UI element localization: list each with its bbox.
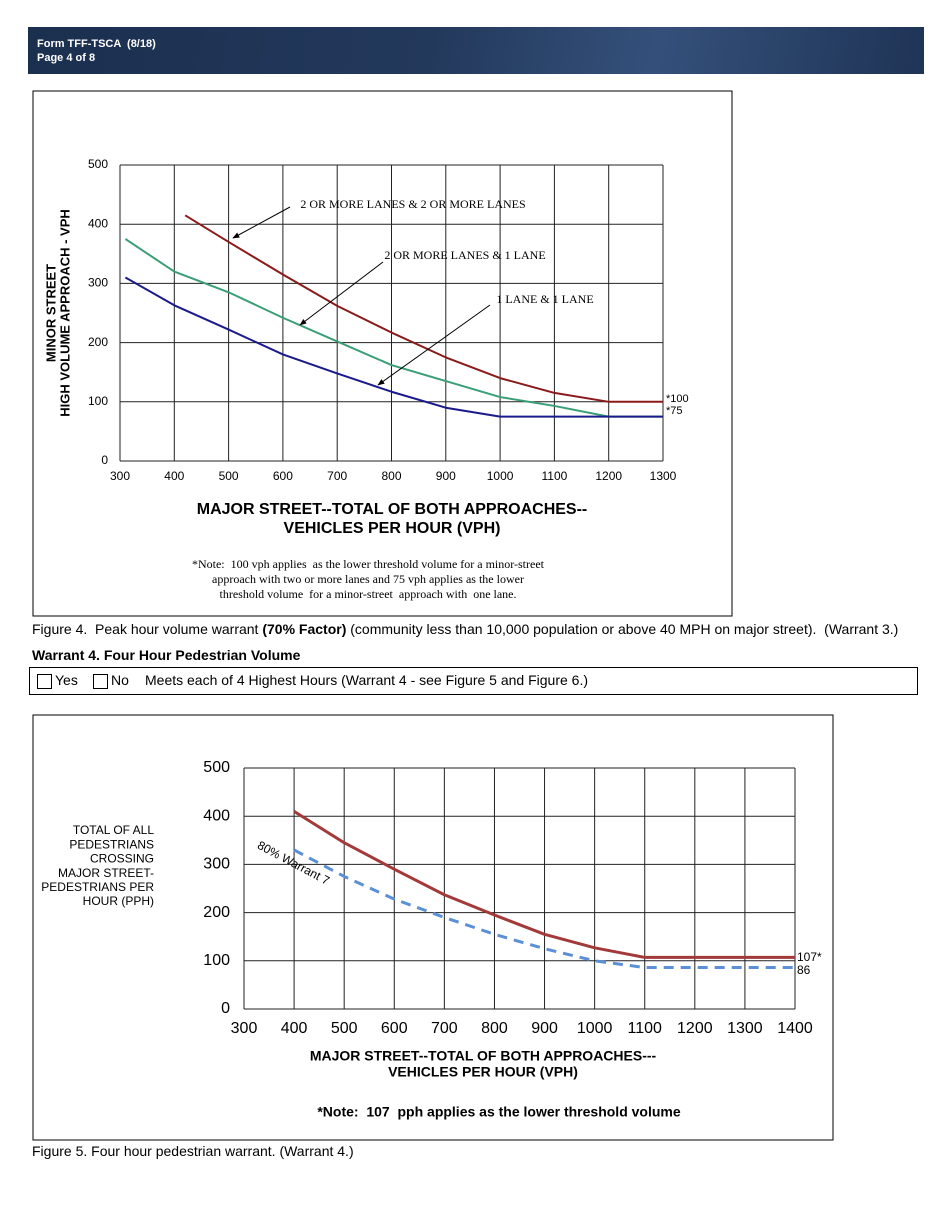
x-tick-label: 300 bbox=[231, 1020, 258, 1037]
y-axis-label: HOUR (PPH) bbox=[83, 894, 154, 908]
figure-frame bbox=[32, 714, 834, 1141]
x-tick-label: 600 bbox=[273, 469, 293, 483]
x-axis-label: MAJOR STREET--TOTAL OF BOTH APPROACHES-- bbox=[197, 501, 588, 518]
y-axis-label: PEDESTRIANS PER bbox=[41, 880, 154, 894]
x-tick-label: 700 bbox=[327, 469, 347, 483]
end-label: 107* bbox=[797, 950, 822, 964]
y-tick-label: 100 bbox=[88, 394, 108, 408]
y-tick-label: 300 bbox=[203, 856, 230, 873]
series-line bbox=[293, 810, 795, 959]
x-axis-label: VEHICLES PER HOUR (VPH) bbox=[284, 520, 501, 537]
row-text: Meets each of 4 Highest Hours (Warrant 4… bbox=[145, 672, 589, 688]
checkbox-row: Yes No Meets each of 4 Highest Hours (Wa… bbox=[29, 667, 918, 695]
caption-bold: (70% Factor) bbox=[262, 621, 347, 637]
y-tick-label: 400 bbox=[203, 807, 230, 824]
y-axis-label: CROSSING bbox=[90, 852, 154, 866]
x-tick-label: 1000 bbox=[577, 1020, 613, 1037]
x-tick-label: 1100 bbox=[541, 469, 567, 483]
page-number: Page 4 of 8 bbox=[37, 52, 96, 64]
x-tick-label: 900 bbox=[436, 469, 456, 483]
form-id: Form TFF-TSCA (8/18) bbox=[37, 38, 156, 50]
y-tick-label: 200 bbox=[88, 335, 108, 349]
x-tick-label: 1300 bbox=[727, 1020, 763, 1037]
checkbox-label: No bbox=[111, 672, 129, 688]
x-tick-label: 1300 bbox=[650, 469, 677, 483]
end-label: *100 bbox=[666, 393, 689, 405]
y-tick-label: 500 bbox=[88, 157, 108, 171]
caption-text: (community less than 10,000 population o… bbox=[346, 621, 899, 637]
series-line bbox=[184, 214, 663, 403]
x-tick-label: 800 bbox=[381, 469, 401, 483]
section-title: Warrant 4. Four Hour Pedestrian Volume bbox=[32, 647, 301, 663]
note: *Note: 100 vph applies as the lower thre… bbox=[192, 557, 545, 571]
annotation-arrow bbox=[377, 304, 491, 386]
series-line bbox=[124, 238, 663, 418]
x-tick-label: 400 bbox=[164, 469, 184, 483]
x-tick-label: 500 bbox=[219, 469, 239, 483]
y-tick-label: 0 bbox=[221, 1000, 230, 1017]
x-tick-label: 700 bbox=[431, 1020, 458, 1037]
series-label: 2 OR MORE LANES & 2 OR MORE LANES bbox=[300, 197, 525, 211]
x-tick-label: 900 bbox=[531, 1020, 558, 1037]
checkbox-label: Yes bbox=[55, 672, 78, 688]
checkbox[interactable] bbox=[93, 674, 108, 689]
x-tick-label: 1400 bbox=[777, 1020, 813, 1037]
x-tick-label: 1200 bbox=[595, 469, 622, 483]
figure-caption: Figure 4. Peak hour volume warrant (70% … bbox=[32, 621, 898, 637]
y-axis-label: PEDESTRIANS bbox=[69, 837, 154, 851]
y-axis-label: TOTAL OF ALL bbox=[73, 823, 154, 837]
note: approach with two or more lanes and 75 v… bbox=[212, 572, 524, 586]
x-tick-label: 400 bbox=[281, 1020, 308, 1037]
checkbox[interactable] bbox=[37, 674, 52, 689]
y-axis-label: HIGH VOLUME APPROACH - VPH bbox=[57, 209, 72, 417]
figure-frame bbox=[32, 90, 733, 617]
annotation-arrow bbox=[232, 206, 291, 239]
y-tick-label: 0 bbox=[101, 453, 108, 467]
series-line bbox=[124, 276, 663, 418]
caption-text: Figure 4. Peak hour volume warrant bbox=[32, 621, 263, 637]
annotation-arrow bbox=[299, 261, 384, 326]
y-tick-label: 200 bbox=[203, 904, 230, 921]
figure-caption: Figure 5. Four hour pedestrian warrant. … bbox=[32, 1143, 354, 1159]
x-tick-label: 1200 bbox=[677, 1020, 713, 1037]
y-tick-label: 400 bbox=[88, 216, 108, 230]
y-axis-label: MAJOR STREET- bbox=[58, 866, 154, 880]
end-label: *75 bbox=[666, 405, 683, 417]
y-tick-label: 100 bbox=[203, 952, 230, 969]
x-tick-label: 500 bbox=[331, 1020, 358, 1037]
series-label: 1 LANE & 1 LANE bbox=[496, 292, 593, 306]
x-axis-label: MAJOR STREET--TOTAL OF BOTH APPROACHES--… bbox=[310, 1048, 657, 1064]
x-tick-label: 300 bbox=[110, 469, 130, 483]
end-label: 86 bbox=[797, 963, 811, 977]
y-tick-label: 500 bbox=[203, 759, 230, 776]
x-axis-label: VEHICLES PER HOUR (VPH) bbox=[388, 1064, 578, 1080]
x-tick-label: 600 bbox=[381, 1020, 408, 1037]
series-line bbox=[293, 848, 795, 970]
y-axis-label: MINOR STREET bbox=[43, 264, 58, 362]
note: *Note: 107 pph applies as the lower thre… bbox=[317, 1104, 681, 1120]
y-tick-label: 300 bbox=[88, 276, 108, 290]
x-tick-label: 1000 bbox=[487, 469, 514, 483]
header-banner: Form TFF-TSCA (8/18) Page 4 of 8 bbox=[28, 27, 924, 74]
x-tick-label: 1100 bbox=[628, 1020, 663, 1037]
series-label: 2 OR MORE LANES & 1 LANE bbox=[384, 248, 545, 262]
note: threshold volume for a minor-street appr… bbox=[220, 587, 517, 601]
x-tick-label: 800 bbox=[481, 1020, 508, 1037]
